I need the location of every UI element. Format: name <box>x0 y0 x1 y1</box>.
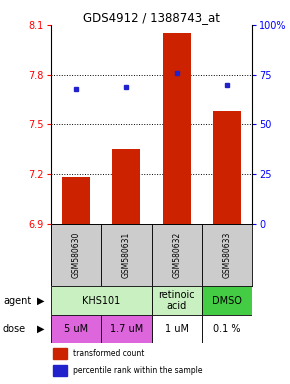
Text: KHS101: KHS101 <box>82 296 120 306</box>
Bar <box>62 177 90 224</box>
Bar <box>51 286 152 315</box>
Bar <box>113 149 140 224</box>
Text: 1 uM: 1 uM <box>165 324 189 334</box>
Text: GSM580633: GSM580633 <box>223 232 232 278</box>
Bar <box>163 33 191 224</box>
Bar <box>53 348 67 359</box>
Title: GDS4912 / 1388743_at: GDS4912 / 1388743_at <box>83 11 220 24</box>
Text: 0.1 %: 0.1 % <box>213 324 241 334</box>
Bar <box>152 286 202 315</box>
Bar <box>101 224 152 286</box>
Text: ▶: ▶ <box>37 296 45 306</box>
Bar <box>213 111 241 224</box>
Text: GSM580632: GSM580632 <box>172 232 181 278</box>
Text: dose: dose <box>3 324 26 334</box>
Bar <box>101 315 152 343</box>
Text: GSM580631: GSM580631 <box>122 232 131 278</box>
Bar <box>152 224 202 286</box>
Text: DMSO: DMSO <box>212 296 242 306</box>
Bar <box>51 224 101 286</box>
Text: agent: agent <box>3 296 31 306</box>
Text: transformed count: transformed count <box>73 349 144 358</box>
Text: GSM580630: GSM580630 <box>71 232 80 278</box>
Bar <box>202 224 252 286</box>
Text: 1.7 uM: 1.7 uM <box>110 324 143 334</box>
Text: retinoic
acid: retinoic acid <box>158 290 195 311</box>
Bar <box>51 315 101 343</box>
Text: percentile rank within the sample: percentile rank within the sample <box>73 366 202 376</box>
Bar <box>53 366 67 376</box>
Text: ▶: ▶ <box>37 324 45 334</box>
Bar <box>152 315 202 343</box>
Bar <box>202 315 252 343</box>
Text: 5 uM: 5 uM <box>64 324 88 334</box>
Bar <box>202 286 252 315</box>
